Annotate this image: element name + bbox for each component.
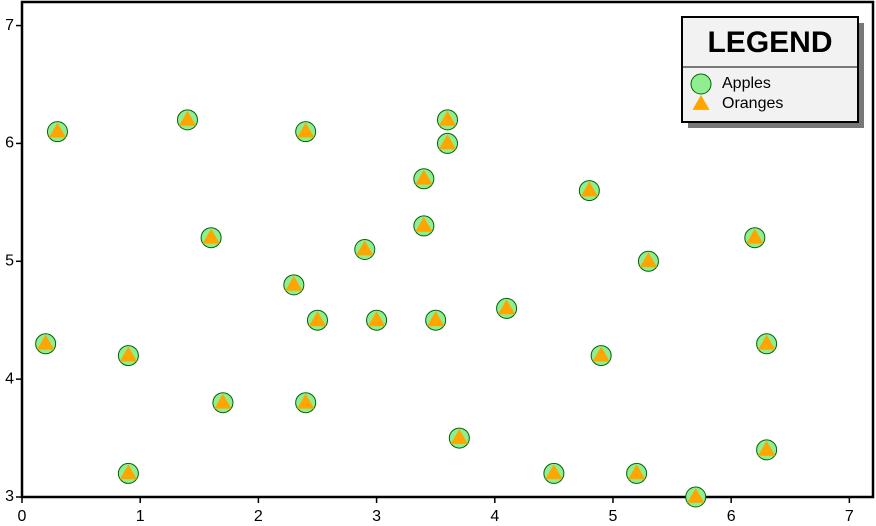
x-tick-label: 3 (372, 508, 381, 525)
legend-label: Apples (722, 75, 771, 92)
point (746, 228, 764, 244)
point (687, 488, 705, 503)
x-tick-label: 6 (727, 508, 736, 525)
plot-frame (20, 0, 875, 499)
point (368, 311, 386, 327)
y-tick-label: 6 (5, 135, 14, 152)
legend-symbol (692, 95, 710, 110)
x-tick-label: 2 (254, 508, 263, 525)
point (37, 334, 55, 350)
legend: LEGEND (681, 16, 864, 128)
point (356, 240, 374, 256)
y-tick-label: 4 (5, 370, 14, 387)
y-tick-label: 3 (5, 488, 14, 505)
point (48, 122, 67, 138)
point (498, 299, 516, 315)
point (639, 252, 657, 268)
point (202, 228, 220, 244)
point (592, 346, 610, 362)
x-tick-label: 0 (18, 508, 27, 525)
legend-title: LEGEND (707, 26, 832, 59)
point (438, 110, 457, 126)
point (119, 346, 137, 362)
y-tick-label: 7 (5, 17, 14, 34)
legend-label: Oranges (722, 95, 783, 112)
point (285, 275, 303, 291)
legend-symbol (690, 73, 712, 95)
point (545, 464, 563, 480)
x-tick-label: 1 (136, 508, 145, 525)
point (427, 311, 445, 327)
point (758, 440, 776, 456)
x-tick-label: 7 (845, 508, 854, 525)
point (438, 134, 457, 150)
point (178, 110, 197, 126)
point (297, 122, 315, 138)
point (450, 429, 468, 444)
point (297, 393, 315, 409)
point (214, 393, 232, 409)
point (580, 181, 598, 197)
point (415, 169, 433, 185)
legend-box (681, 16, 859, 123)
point (119, 464, 137, 480)
point (758, 334, 776, 350)
x-tick-label: 5 (609, 508, 618, 525)
point (308, 311, 327, 327)
x-tick-label: 4 (490, 508, 499, 525)
y-tick-label: 5 (5, 253, 14, 270)
point (628, 464, 646, 480)
point (415, 216, 433, 232)
